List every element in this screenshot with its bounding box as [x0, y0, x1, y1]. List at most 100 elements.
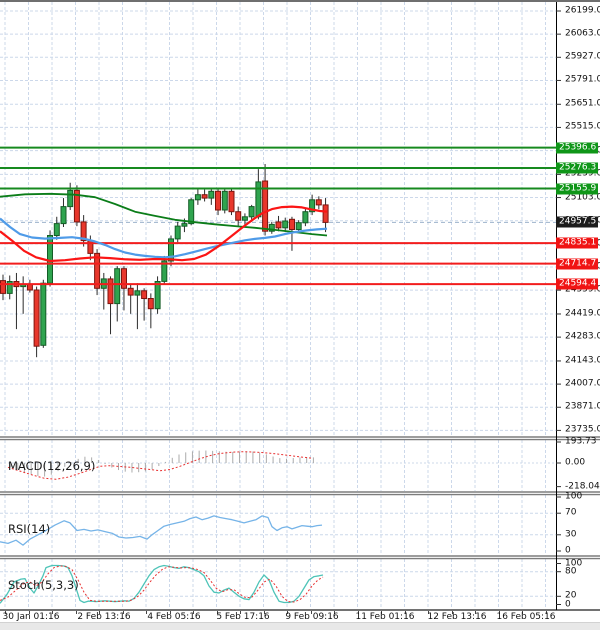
x-axis-label: 9 Feb 09:16 [285, 612, 339, 622]
rsi-tick-label: 30 [565, 529, 577, 540]
candle [315, 199, 322, 206]
time-tick [451, 611, 453, 614]
candle [268, 223, 275, 232]
time-tick [216, 611, 218, 614]
price-tick-label: 23735.0 [565, 424, 600, 435]
time-tick [498, 611, 500, 614]
candle [188, 199, 195, 225]
chart-canvas[interactable] [0, 0, 600, 612]
x-axis-label: 4 Feb 05:16 [147, 612, 201, 622]
x-axis-label: 16 Feb 05:16 [496, 612, 556, 622]
price-level-badge[interactable]: 24714.7 [556, 258, 598, 270]
time-tick [545, 611, 547, 614]
price-level-badge[interactable]: 25155.9 [556, 183, 598, 194]
candle [275, 221, 282, 229]
candle [40, 282, 47, 346]
candle [134, 290, 141, 296]
macd-indicator-label: MACD(12,26,9) [8, 459, 96, 473]
stoch-d-line [0, 565, 324, 603]
time-tick [5, 611, 6, 614]
price-tick-label: 24559.0 [565, 284, 600, 295]
x-axis-label: 2 Feb 13:16 [77, 612, 131, 622]
candle [248, 206, 255, 218]
price-axis[interactable]: 26199.0 26063.0 25927.0 25791.0 25651.0 25515… [556, 0, 600, 612]
price-level-badge[interactable]: 24835.1 [556, 237, 598, 249]
macd-histogram [10, 450, 314, 477]
candle [121, 268, 127, 289]
status-strip [0, 622, 600, 630]
candle [80, 221, 87, 242]
time-axis[interactable]: 30 Jan 01:16 2 Feb 13:16 4 Feb 05:16 5 Feb … [0, 611, 600, 622]
candle [295, 222, 302, 230]
ma-green-line [0, 192, 328, 237]
price-tick-label: 24419.0 [565, 308, 600, 319]
stoch-tick-label: 0 [565, 599, 571, 609]
macd-tick-label: 193.73 [565, 436, 597, 447]
time-tick [28, 611, 30, 614]
ma-blue-line [0, 217, 328, 259]
rsi-tick-label: 100 [565, 491, 583, 502]
time-tick [240, 611, 241, 614]
time-tick [99, 611, 100, 614]
x-axis-label: 12 Feb 13:16 [427, 612, 487, 622]
candle [302, 211, 309, 224]
time-tick [428, 611, 429, 614]
time-tick [404, 611, 406, 614]
candle [107, 278, 114, 305]
candle [241, 216, 248, 221]
candle [114, 268, 121, 305]
time-tick [75, 611, 77, 614]
price-tick-label: 26199.0 [565, 5, 600, 16]
time-tick [334, 611, 335, 614]
candle [60, 206, 67, 225]
time-tick [263, 611, 265, 614]
price-level-badge[interactable]: 25396.6 [556, 142, 598, 154]
ma-red-line [0, 205, 328, 263]
candle [322, 204, 329, 223]
candle [67, 189, 74, 208]
price-level-badge[interactable]: 24594.4 [556, 278, 598, 290]
time-tick [310, 611, 312, 614]
macd-tick-label: -218.04 [565, 481, 600, 492]
stoch-indicator-label: Stoch(5,3,3) [8, 578, 79, 592]
candle [215, 190, 221, 211]
rsi-tick-label: 0 [565, 545, 571, 556]
x-axis-label: 5 Feb 17:16 [216, 612, 270, 622]
price-level-badge[interactable]: 24957.5 [556, 216, 598, 228]
candle [289, 218, 295, 231]
macd-tick-label: 0.00 [565, 457, 586, 468]
candle [33, 289, 40, 347]
candle [53, 223, 60, 237]
time-tick [381, 611, 382, 614]
stoch-tick-label: 20 [565, 590, 577, 601]
time-tick [475, 611, 476, 614]
candle [6, 281, 13, 294]
price-tick-label: 23871.0 [565, 401, 600, 412]
candle [201, 194, 208, 199]
price-tick-label: 25651.0 [565, 98, 600, 109]
candle [255, 181, 262, 218]
candle [127, 287, 134, 296]
candle [208, 190, 215, 199]
candle [282, 220, 289, 229]
candle [228, 190, 235, 213]
price-level-badge[interactable]: 25276.3 [556, 162, 598, 174]
price-tick-label: 25791.0 [565, 74, 600, 85]
price-tick-label: 25239.0 [565, 168, 600, 179]
time-tick [287, 611, 288, 614]
candle [168, 238, 174, 262]
rsi-line [0, 515, 323, 546]
x-axis-label: 30 Jan 01:16 [2, 612, 60, 622]
price-tick-label: 25515.0 [565, 121, 600, 132]
time-tick [357, 611, 359, 614]
price-tick-label: 24007.0 [565, 378, 600, 389]
candle [194, 194, 201, 201]
stoch-tick-label: 100 [565, 558, 583, 568]
price-tick-label: 25103.0 [565, 192, 600, 203]
time-tick [169, 611, 171, 614]
candle [73, 189, 80, 223]
stoch-tick-label: 80 [565, 566, 577, 577]
price-tick-label: 24283.0 [565, 331, 600, 342]
time-tick [522, 611, 523, 614]
time-tick [122, 611, 124, 614]
